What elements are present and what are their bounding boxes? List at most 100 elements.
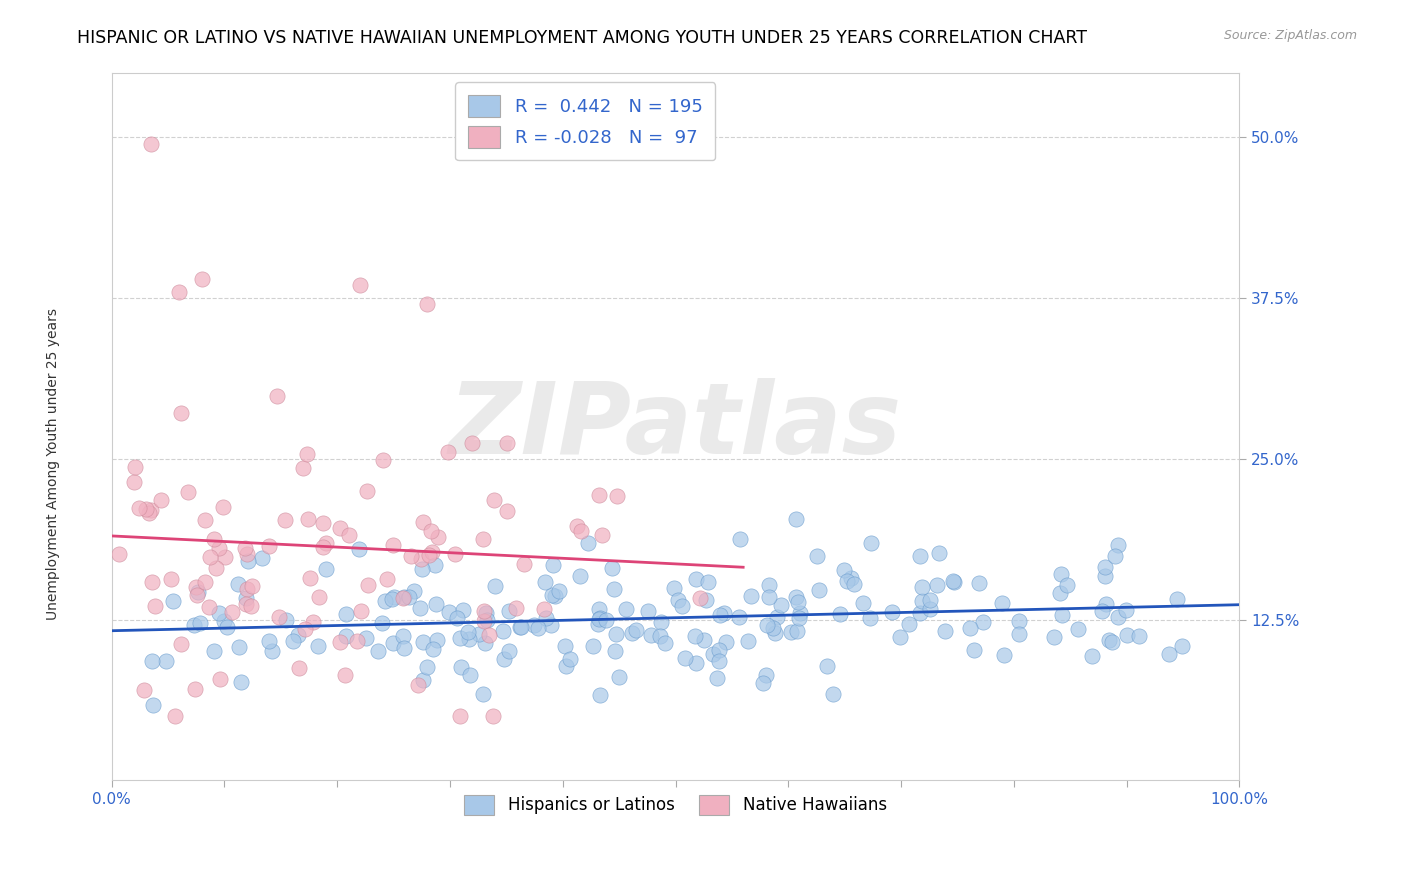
Point: [128, 501, 150, 516]
Point: [451, 603, 474, 617]
Point: [495, 435, 517, 450]
Point: [758, 578, 780, 592]
Point: [569, 524, 592, 538]
Point: [1104, 549, 1126, 564]
Point: [335, 667, 357, 681]
Point: [437, 445, 460, 459]
Point: [830, 607, 852, 621]
Point: [458, 668, 481, 682]
Point: [534, 574, 557, 589]
Point: [406, 678, 429, 692]
Point: [267, 609, 290, 624]
Point: [416, 297, 439, 311]
Point: [1094, 569, 1116, 583]
Point: [371, 453, 394, 467]
Point: [498, 604, 520, 618]
Point: [382, 590, 405, 604]
Point: [685, 572, 707, 586]
Point: [815, 659, 838, 673]
Point: [444, 547, 467, 561]
Point: [1166, 591, 1188, 606]
Point: [202, 643, 225, 657]
Point: [437, 605, 460, 619]
Point: [533, 602, 555, 616]
Point: [141, 654, 163, 668]
Point: [588, 488, 610, 502]
Point: [918, 592, 941, 607]
Point: [889, 630, 911, 644]
Point: [789, 607, 811, 621]
Point: [418, 548, 440, 562]
Point: [183, 681, 205, 696]
Point: [142, 698, 165, 712]
Point: [908, 606, 931, 620]
Point: [411, 562, 433, 576]
Point: [527, 621, 550, 635]
Point: [162, 594, 184, 608]
Point: [770, 598, 793, 612]
Point: [1043, 630, 1066, 644]
Point: [329, 635, 352, 649]
Point: [969, 575, 991, 590]
Point: [450, 660, 472, 674]
Point: [709, 607, 731, 622]
Point: [426, 632, 449, 647]
Point: [229, 675, 252, 690]
Point: [141, 136, 163, 151]
Point: [374, 594, 396, 608]
Point: [762, 621, 785, 635]
Point: [236, 547, 259, 561]
Point: [415, 660, 437, 674]
Point: [235, 591, 257, 606]
Point: [543, 558, 565, 573]
Point: [821, 687, 844, 701]
Point: [375, 572, 398, 586]
Point: [1128, 629, 1150, 643]
Point: [315, 535, 337, 549]
Point: [150, 493, 173, 508]
Point: [468, 627, 491, 641]
Point: [1050, 567, 1073, 582]
Point: [381, 592, 404, 607]
Point: [315, 562, 337, 576]
Point: [786, 624, 808, 639]
Point: [671, 599, 693, 613]
Point: [259, 539, 281, 553]
Point: [898, 616, 921, 631]
Point: [1115, 603, 1137, 617]
Point: [288, 661, 311, 675]
Point: [740, 590, 762, 604]
Point: [1008, 614, 1031, 628]
Point: [458, 632, 481, 646]
Point: [423, 558, 446, 573]
Point: [165, 709, 187, 723]
Point: [221, 605, 243, 619]
Point: [354, 632, 377, 646]
Point: [392, 591, 415, 605]
Point: [335, 607, 357, 621]
Point: [714, 634, 737, 648]
Point: [606, 489, 628, 503]
Point: [307, 639, 329, 653]
Point: [298, 571, 321, 585]
Point: [558, 652, 581, 666]
Point: [420, 524, 443, 538]
Point: [412, 635, 434, 649]
Point: [766, 609, 789, 624]
Point: [692, 633, 714, 648]
Point: [683, 629, 706, 643]
Point: [548, 584, 571, 599]
Point: [297, 512, 319, 526]
Point: [640, 628, 662, 642]
Point: [806, 549, 828, 563]
Point: [208, 672, 231, 686]
Point: [472, 604, 495, 618]
Point: [852, 596, 875, 610]
Text: Source: ZipAtlas.com: Source: ZipAtlas.com: [1223, 29, 1357, 42]
Point: [943, 575, 966, 590]
Point: [191, 271, 214, 285]
Point: [183, 617, 205, 632]
Point: [108, 547, 131, 561]
Point: [685, 656, 707, 670]
Point: [509, 620, 531, 634]
